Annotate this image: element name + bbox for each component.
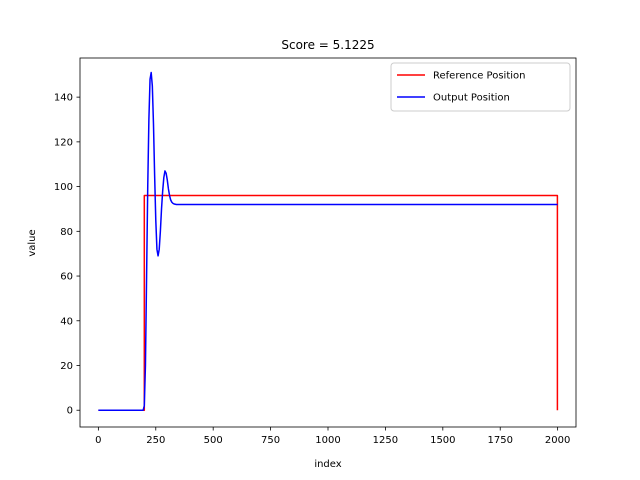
x-tick-label: 1750 [487, 435, 512, 446]
chart-title: Score = 5.1225 [281, 38, 374, 52]
series-line-output-position [98, 71, 558, 411]
legend: Reference Position Output Position [390, 62, 571, 112]
legend-label-reference-position: Reference Position [433, 71, 525, 82]
x-tick-label: 750 [261, 435, 280, 446]
x-tick-label: 250 [146, 435, 165, 446]
y-tick-label: 60 [60, 272, 73, 283]
legend-label-output-position: Output Position [433, 93, 510, 104]
x-tick-label: 1000 [315, 435, 340, 446]
plot-area: 0 250 500 750 1000 1250 1500 1750 2000 0 20 40 60 80 1… [54, 57, 577, 446]
x-tick-label: 500 [204, 435, 223, 446]
y-tick-label: 120 [54, 137, 73, 148]
y-axis-label: value [27, 229, 38, 256]
x-axis-label: index [314, 459, 341, 470]
y-tick-label: 100 [54, 182, 73, 193]
y-tick-label: 140 [54, 93, 73, 104]
legend-box [390, 62, 571, 112]
y-tick-label: 0 [67, 406, 73, 417]
y-tick-label: 80 [60, 227, 73, 238]
x-tick-label: 2000 [545, 435, 570, 446]
x-tick-label: 1500 [430, 435, 455, 446]
x-tick-label: 0 [95, 435, 101, 446]
x-tick-label: 1250 [373, 435, 398, 446]
y-tick-label: 40 [60, 316, 73, 327]
y-tick-label: 20 [60, 361, 73, 372]
